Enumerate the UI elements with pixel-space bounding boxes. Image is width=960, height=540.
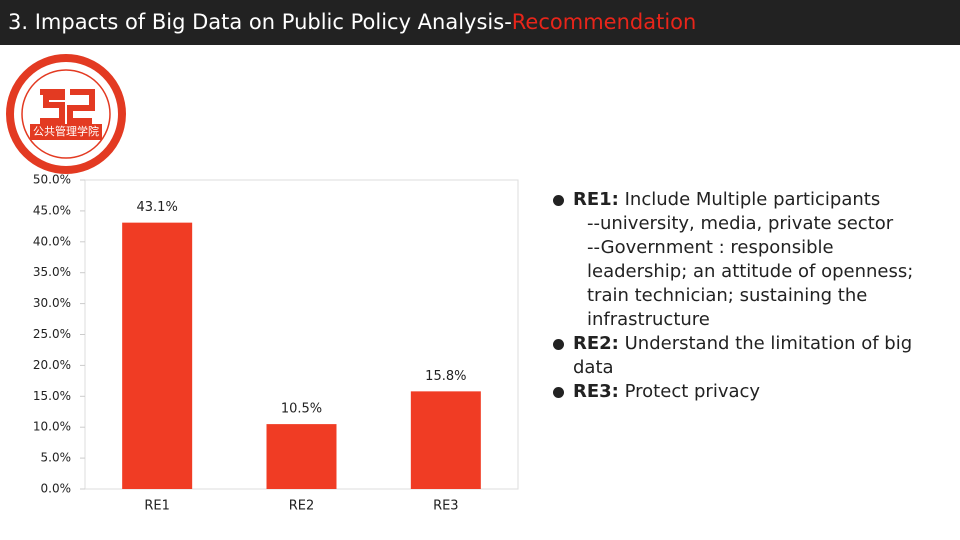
x-tick-label: RE3 [433,499,459,514]
bullet-text: Protect privacy [624,381,761,402]
logo-text: 公共管理学院 [33,124,99,138]
x-tick-label: RE2 [289,499,315,514]
value-label: 15.8% [425,369,466,384]
logo: 公共管理学院 [6,54,126,174]
bullet-subitem: --university, media, private sector [587,213,894,234]
bar [410,391,481,489]
bar [122,222,193,489]
y-tick-label: 30.0% [33,296,71,310]
value-label: 43.1% [137,200,178,215]
bullet-list: RE1: Include Multiple participants --univ… [552,188,927,404]
bullet-label: RE2: [573,333,619,354]
y-tick-label: 0.0% [41,482,72,496]
y-tick-label: 40.0% [33,234,71,248]
bar [266,424,337,489]
title-text: 3. Impacts of Big Data on Public Policy … [8,10,512,34]
bullet-subitem: --Government : responsible leadership; a… [587,237,914,330]
y-tick-label: 45.0% [33,203,71,217]
slide-title: 3. Impacts of Big Data on Public Policy … [8,10,696,34]
value-label: 10.5% [281,402,322,417]
y-tick-label: 10.0% [33,420,71,434]
y-tick-label: 35.0% [33,265,71,279]
x-tick-label: RE1 [144,499,170,514]
y-tick-label: 25.0% [33,327,71,341]
bullet-item: RE3: Protect privacy [552,380,927,404]
bullet-item: RE2: Understand the limitation of big da… [552,332,927,380]
y-tick-label: 5.0% [41,451,72,465]
bullet-label: RE1: [573,189,619,210]
bullet-text: Understand the limitation of big data [573,333,913,378]
bullet-label: RE3: [573,381,619,402]
title-highlight: Recommendation [512,10,697,34]
bullet-item: RE1: Include Multiple participants --univ… [552,188,927,332]
title-bar [0,0,960,45]
y-tick-label: 20.0% [33,358,71,372]
y-tick-label: 50.0% [33,173,71,187]
bullet-text: Include Multiple participants [624,189,881,210]
y-tick-label: 15.0% [33,389,71,403]
